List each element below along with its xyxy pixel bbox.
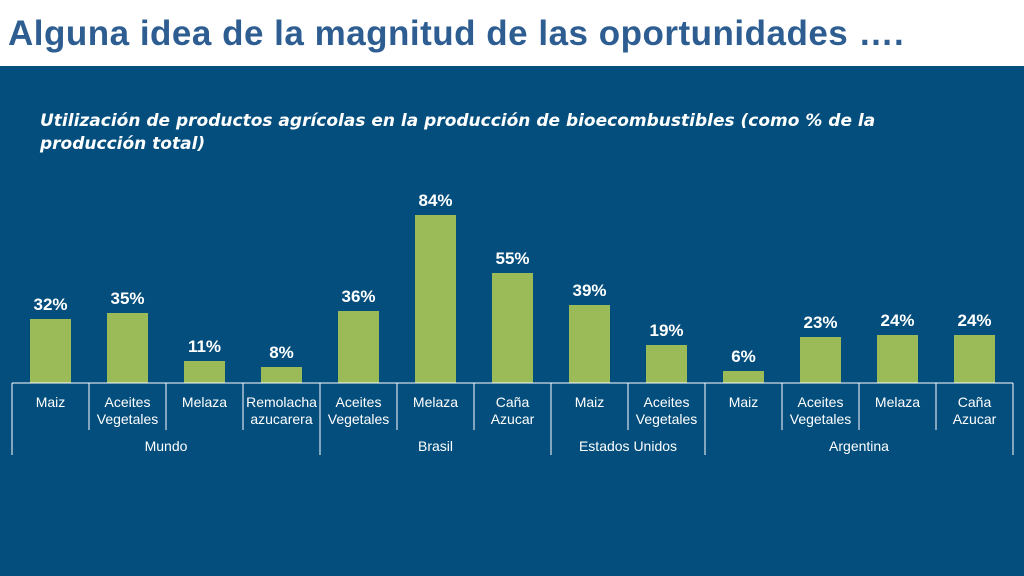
category-label: Vegetales xyxy=(790,411,852,427)
data-label: 11% xyxy=(188,337,221,356)
bar xyxy=(30,319,71,383)
category-label: Aceites xyxy=(336,394,382,410)
category-label: Azucar xyxy=(953,411,997,427)
category-label: Aceites xyxy=(105,394,151,410)
bar xyxy=(492,273,533,383)
category-label: Maiz xyxy=(36,394,66,410)
category-label: Melaza xyxy=(875,394,920,410)
data-label: 23% xyxy=(803,313,837,332)
bar xyxy=(338,311,379,383)
category-label: Melaza xyxy=(413,394,458,410)
bar xyxy=(954,335,995,383)
data-label: 6% xyxy=(731,347,756,366)
category-label: Azucar xyxy=(491,411,535,427)
group-label: Mundo xyxy=(145,438,188,454)
category-label: Caña xyxy=(496,394,530,410)
category-label: Maiz xyxy=(729,394,759,410)
data-label: 39% xyxy=(572,281,606,300)
category-label: Vegetales xyxy=(328,411,390,427)
bar xyxy=(877,335,918,383)
bar xyxy=(184,361,225,383)
data-label: 8% xyxy=(269,343,294,362)
data-label: 24% xyxy=(957,311,991,330)
category-label: Maiz xyxy=(575,394,605,410)
data-label: 84% xyxy=(418,191,452,210)
data-label: 32% xyxy=(33,295,67,314)
data-label: 24% xyxy=(880,311,914,330)
data-label: 36% xyxy=(341,287,375,306)
category-label: Aceites xyxy=(644,394,690,410)
header-bar: Alguna idea de la magnitud de las oportu… xyxy=(0,0,1024,66)
data-label: 55% xyxy=(495,249,529,268)
chart-title: Utilización de productos agrícolas en la… xyxy=(40,111,876,154)
category-label: azucarera xyxy=(250,411,312,427)
data-label: 19% xyxy=(649,321,683,340)
data-label: 35% xyxy=(110,289,144,308)
group-label: Estados Unidos xyxy=(579,438,677,454)
category-label: Melaza xyxy=(182,394,227,410)
category-label: Vegetales xyxy=(97,411,159,427)
bar xyxy=(800,337,841,383)
bar xyxy=(646,345,687,383)
group-label: Brasil xyxy=(418,438,453,454)
category-label: Vegetales xyxy=(636,411,698,427)
category-label: Caña xyxy=(958,394,992,410)
group-label: Argentina xyxy=(829,438,889,454)
page-title: Alguna idea de la magnitud de las oportu… xyxy=(8,14,905,53)
category-label: Remolacha xyxy=(246,394,317,410)
category-label: Aceites xyxy=(798,394,844,410)
bar xyxy=(569,305,610,383)
bar xyxy=(261,367,302,383)
bar xyxy=(723,371,764,383)
bar xyxy=(415,215,456,383)
bar xyxy=(107,313,148,383)
